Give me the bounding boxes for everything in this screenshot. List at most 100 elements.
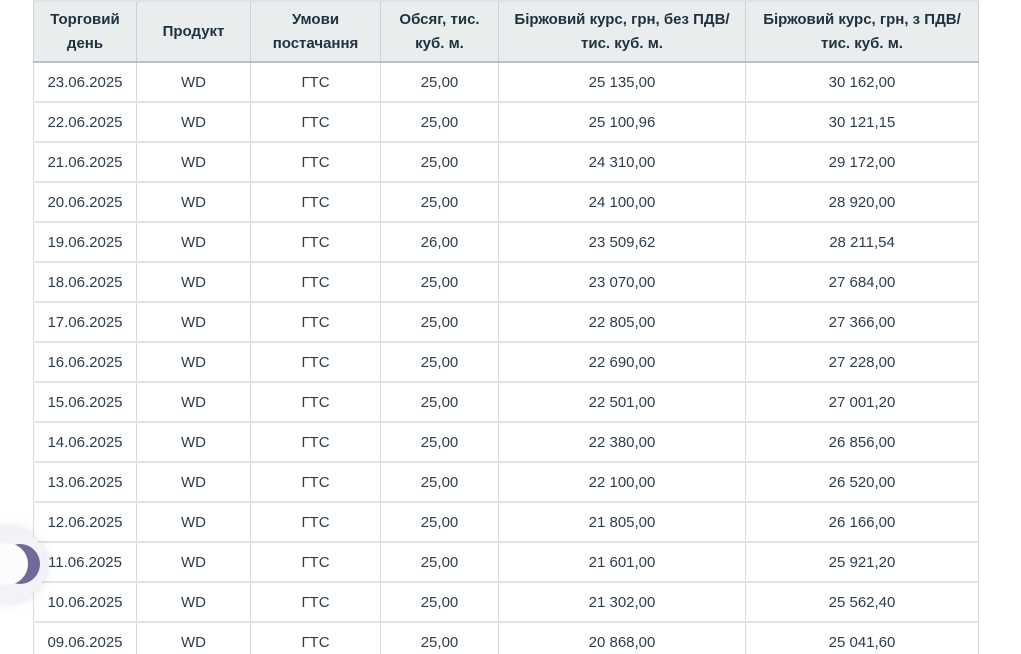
table-cell: 14.06.2025 [33,422,137,463]
table-cell: 23 509,62 [498,222,746,263]
table-row: 19.06.2025 WD ГТС 26,00 23 509,62 28 211,54 [33,222,979,263]
table-cell: 28 920,00 [745,182,979,223]
table-cell: WD [136,262,251,303]
table-row: 22.06.2025 WD ГТС 25,00 25 100,96 30 121,15 [33,102,979,143]
table-cell: ГТС [250,382,381,423]
table-cell: 26,00 [380,222,499,263]
table-cell: ГТС [250,102,381,143]
table-cell: 25,00 [380,542,499,583]
table-row: 09.06.2025 WD ГТС 25,00 20 868,00 25 041,60 [33,622,979,654]
table-cell: 29 172,00 [745,142,979,183]
table-cell: 22 690,00 [498,342,746,383]
table-cell: 21 302,00 [498,582,746,623]
table-cell: 18.06.2025 [33,262,137,303]
table-cell: 26 520,00 [745,462,979,503]
table-cell: 23 070,00 [498,262,746,303]
table-cell: WD [136,582,251,623]
table-cell: 25,00 [380,502,499,543]
table-cell: ГТС [250,622,381,654]
table-cell: 25,00 [380,182,499,223]
table-row: 12.06.2025 WD ГТС 25,00 21 805,00 26 166,00 [33,502,979,543]
table-cell: WD [136,382,251,423]
table-cell: 27 228,00 [745,342,979,383]
table-row: 18.06.2025 WD ГТС 25,00 23 070,00 27 684,00 [33,262,979,303]
table-cell: 23.06.2025 [33,62,137,103]
table-cell: 09.06.2025 [33,622,137,654]
table-row: 13.06.2025 WD ГТС 25,00 22 100,00 26 520,00 [33,462,979,503]
exchange-rates-table: Торговий день Продукт Умови постачання Обся… [33,0,979,654]
table-cell: 19.06.2025 [33,222,137,263]
table-cell: 22.06.2025 [33,102,137,143]
table-row: 23.06.2025 WD ГТС 25,00 25 135,00 30 162,00 [33,62,979,103]
table-cell: 24 100,00 [498,182,746,223]
table-cell: ГТС [250,142,381,183]
column-header: Біржовий курс, грн, з ПДВ/тис. куб. м. [745,0,979,63]
table-cell: 24 310,00 [498,142,746,183]
table-cell: 27 366,00 [745,302,979,343]
table-cell: WD [136,502,251,543]
table-cell: WD [136,302,251,343]
table-header-row: Торговий день Продукт Умови постачання Обся… [33,0,979,63]
table-cell: WD [136,342,251,383]
table-cell: 25 100,96 [498,102,746,143]
table-cell: WD [136,542,251,583]
table-cell: WD [136,182,251,223]
table-body: 23.06.2025 WD ГТС 25,00 25 135,00 30 162,00 22… [33,62,979,654]
table-cell: 16.06.2025 [33,342,137,383]
table-cell: WD [136,142,251,183]
table-cell: ГТС [250,222,381,263]
table-cell: 25,00 [380,62,499,103]
table-cell: ГТС [250,262,381,303]
table-cell: 22 501,00 [498,382,746,423]
table-cell: 15.06.2025 [33,382,137,423]
column-header: Умови постачання [250,0,381,63]
table-row: 10.06.2025 WD ГТС 25,00 21 302,00 25 562,40 [33,582,979,623]
table-cell: 25 135,00 [498,62,746,103]
table-cell: 25,00 [380,102,499,143]
table-cell: ГТС [250,62,381,103]
table-cell: ГТС [250,422,381,463]
table-cell: 25,00 [380,422,499,463]
table-row: 21.06.2025 WD ГТС 25,00 24 310,00 29 172,00 [33,142,979,183]
table-cell: 25,00 [380,342,499,383]
table-cell: 10.06.2025 [33,582,137,623]
table-cell: 25 921,20 [745,542,979,583]
table-row: 11.06.2025 WD ГТС 25,00 21 601,00 25 921,20 [33,542,979,583]
table-cell: 26 856,00 [745,422,979,463]
table-cell: 25,00 [380,262,499,303]
table-cell: 20.06.2025 [33,182,137,223]
table-cell: 26 166,00 [745,502,979,543]
table-cell: 20 868,00 [498,622,746,654]
column-header: Обсяг, тис. куб. м. [380,0,499,63]
table-cell: 25,00 [380,382,499,423]
table-cell: 30 121,15 [745,102,979,143]
table-cell: 13.06.2025 [33,462,137,503]
table-cell: ГТС [250,302,381,343]
table-cell: 22 100,00 [498,462,746,503]
table-cell: 12.06.2025 [33,502,137,543]
table-cell: 25,00 [380,142,499,183]
table-cell: WD [136,622,251,654]
table-cell: 25,00 [380,582,499,623]
table-cell: 25,00 [380,302,499,343]
table-row: 15.06.2025 WD ГТС 25,00 22 501,00 27 001,20 [33,382,979,423]
table-cell: WD [136,102,251,143]
table-cell: 25,00 [380,622,499,654]
table-cell: ГТС [250,182,381,223]
table-cell: 27 001,20 [745,382,979,423]
table-cell: WD [136,422,251,463]
table-cell: WD [136,62,251,103]
table-cell: 22 380,00 [498,422,746,463]
table-cell: 17.06.2025 [33,302,137,343]
table-cell: WD [136,462,251,503]
table-cell: 21.06.2025 [33,142,137,183]
table-cell: 25 041,60 [745,622,979,654]
table-cell: ГТС [250,342,381,383]
table-cell: 30 162,00 [745,62,979,103]
column-header: Торговий день [33,0,137,63]
table-cell: 11.06.2025 [33,542,137,583]
table-cell: ГТС [250,542,381,583]
column-header: Біржовий курс, грн, без ПДВ/тис. куб. м. [498,0,746,63]
table-cell: ГТС [250,462,381,503]
